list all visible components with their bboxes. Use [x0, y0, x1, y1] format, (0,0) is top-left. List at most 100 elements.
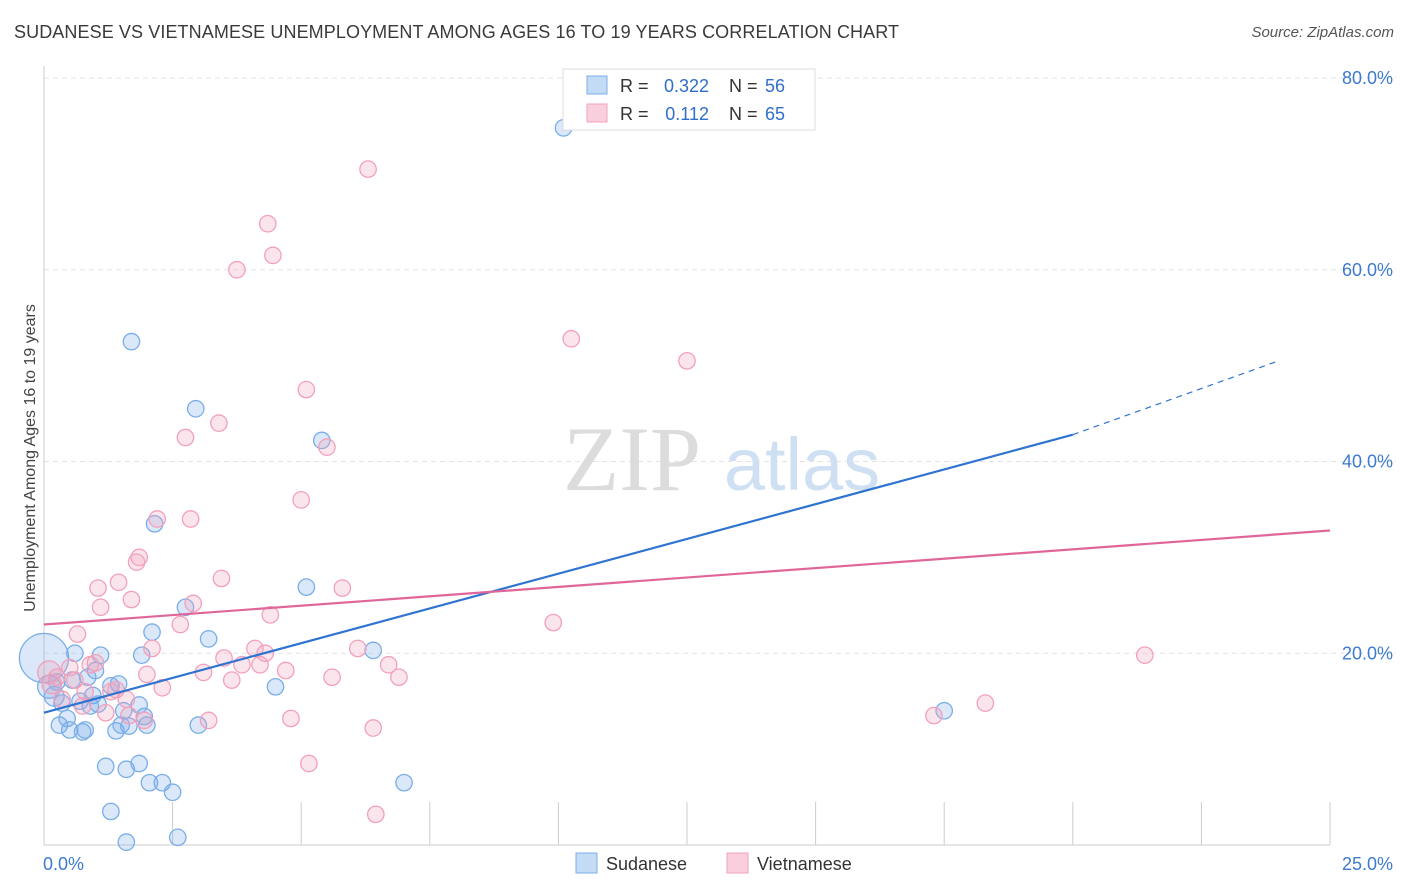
- vietnamese-point: [222, 671, 241, 689]
- vietnamese-point: [251, 655, 269, 674]
- y-axis-label: Unemployment Among Ages 16 to 19 years: [22, 304, 39, 612]
- vietnamese-point: [53, 690, 71, 709]
- vietnamese-point: [212, 569, 231, 588]
- vietnamese-point: [89, 579, 107, 597]
- legend-r-label-sudanese: R =: [620, 76, 649, 96]
- vietnamese-point: [333, 579, 352, 597]
- sudanese-point: [132, 646, 151, 665]
- vietnamese-point: [323, 668, 341, 687]
- legend-swatch-vietnamese: [586, 103, 608, 123]
- legend-n-value-vietnamese: 65: [765, 104, 785, 124]
- sudanese-point: [117, 760, 136, 779]
- sudanese-point: [364, 641, 383, 660]
- vietnamese-point: [366, 805, 385, 824]
- sudanese-point: [163, 783, 182, 802]
- vietnamese-point: [359, 160, 377, 178]
- sudanese-point: [145, 514, 164, 533]
- sudanese-point: [60, 721, 79, 739]
- sudanese-point: [117, 833, 136, 851]
- vietnamese-point: [153, 678, 172, 697]
- vietnamese-point: [122, 590, 141, 609]
- y-tick-label: 80.0%: [1342, 68, 1393, 88]
- bottom-legend-swatch-vietnamese: [726, 852, 749, 874]
- vietnamese-point: [1135, 646, 1154, 665]
- vietnamese-point: [678, 351, 696, 370]
- vietnamese-point: [210, 414, 228, 432]
- vietnamese-point: [176, 428, 195, 447]
- vietnamese-point: [76, 682, 95, 701]
- vietnamese-point: [143, 639, 161, 658]
- vietnamese-point: [199, 711, 218, 730]
- legend-r-label-vietnamese: R =: [620, 104, 649, 124]
- sudanese-point: [395, 773, 413, 792]
- axis-layer: [43, 66, 1331, 846]
- vietnamese-point: [364, 719, 383, 737]
- points-layer: [18, 119, 1154, 851]
- sudanese-trend-extension: [1072, 360, 1279, 436]
- watermark-zip: ZIP: [563, 408, 701, 510]
- vietnamese-point: [120, 706, 138, 725]
- tick-labels: 20.0% 40.0% 60.0% 80.0% 0.0% 25.0%: [43, 68, 1393, 874]
- sudanese-point: [102, 802, 120, 821]
- vietnamese-point: [318, 438, 336, 456]
- sudanese-point: [266, 677, 285, 696]
- bottom-legend: Sudanese Vietnamese: [575, 852, 852, 874]
- vietnamese-point: [276, 661, 295, 680]
- sudanese-point: [186, 399, 205, 418]
- vietnamese-point: [261, 606, 280, 624]
- vietnamese-point: [562, 329, 581, 348]
- legend-swatch-sudanese: [586, 75, 608, 95]
- legend-n-value-sudanese: 56: [765, 76, 785, 96]
- vietnamese-point: [96, 703, 115, 722]
- watermark: ZIP atlas: [563, 408, 880, 510]
- vietnamese-point: [109, 573, 128, 592]
- trend-layer: [43, 360, 1331, 714]
- vietnamese-point: [228, 260, 246, 279]
- vietnamese-point: [184, 594, 203, 613]
- vietnamese-point: [925, 706, 943, 725]
- sudanese-point: [58, 709, 76, 728]
- vietnamese-point: [86, 653, 105, 672]
- vietnamese-point: [138, 665, 156, 684]
- sudanese-point: [76, 721, 95, 739]
- x-tick-label: 0.0%: [43, 854, 84, 874]
- vietnamese-point: [48, 668, 66, 687]
- legend-n-label-vietnamese: N =: [729, 104, 758, 124]
- grid-layer: [44, 77, 1395, 654]
- sudanese-point: [199, 630, 218, 648]
- vietnamese-point: [258, 214, 277, 233]
- vietnamese-point: [544, 613, 563, 632]
- sudanese-point: [140, 773, 159, 792]
- y-tick-label: 40.0%: [1342, 452, 1393, 472]
- legend-n-label-sudanese: N =: [729, 76, 758, 96]
- sudanese-trend-line: [43, 433, 1074, 714]
- vietnamese-trend-line: [43, 529, 1331, 626]
- sudanese-point: [935, 701, 954, 720]
- sudanese-point: [168, 828, 187, 847]
- vietnamese-point: [117, 690, 136, 709]
- vietnamese-point: [91, 598, 110, 617]
- vietnamese-point: [264, 246, 282, 265]
- vietnamese-point: [348, 639, 367, 658]
- vietnamese-point: [194, 663, 213, 682]
- vietnamese-point: [68, 625, 87, 643]
- top-legend: R = 0.322 N = 56 R = 0.112 N = 65: [562, 68, 816, 131]
- legend-r-value-vietnamese: 0.112: [665, 104, 709, 124]
- vietnamese-point: [292, 490, 311, 509]
- bottom-legend-label-vietnamese: Vietnamese: [757, 854, 852, 874]
- sudanese-point: [189, 716, 208, 735]
- y-tick-label: 20.0%: [1342, 643, 1393, 663]
- vietnamese-point: [976, 694, 995, 712]
- x-tick-label: 25.0%: [1342, 854, 1393, 874]
- sudanese-point: [96, 757, 115, 776]
- vietnamese-point: [297, 380, 316, 399]
- vietnamese-point: [379, 655, 398, 674]
- sudanese-point: [143, 623, 161, 642]
- chart-title: SUDANESE VS VIETNAMESE UNEMPLOYMENT AMON…: [14, 22, 900, 42]
- sudanese-point: [138, 716, 156, 735]
- vietnamese-point: [66, 671, 84, 689]
- vietnamese-point: [282, 709, 300, 728]
- vietnamese-point: [135, 711, 154, 730]
- sudanese-point: [73, 723, 92, 741]
